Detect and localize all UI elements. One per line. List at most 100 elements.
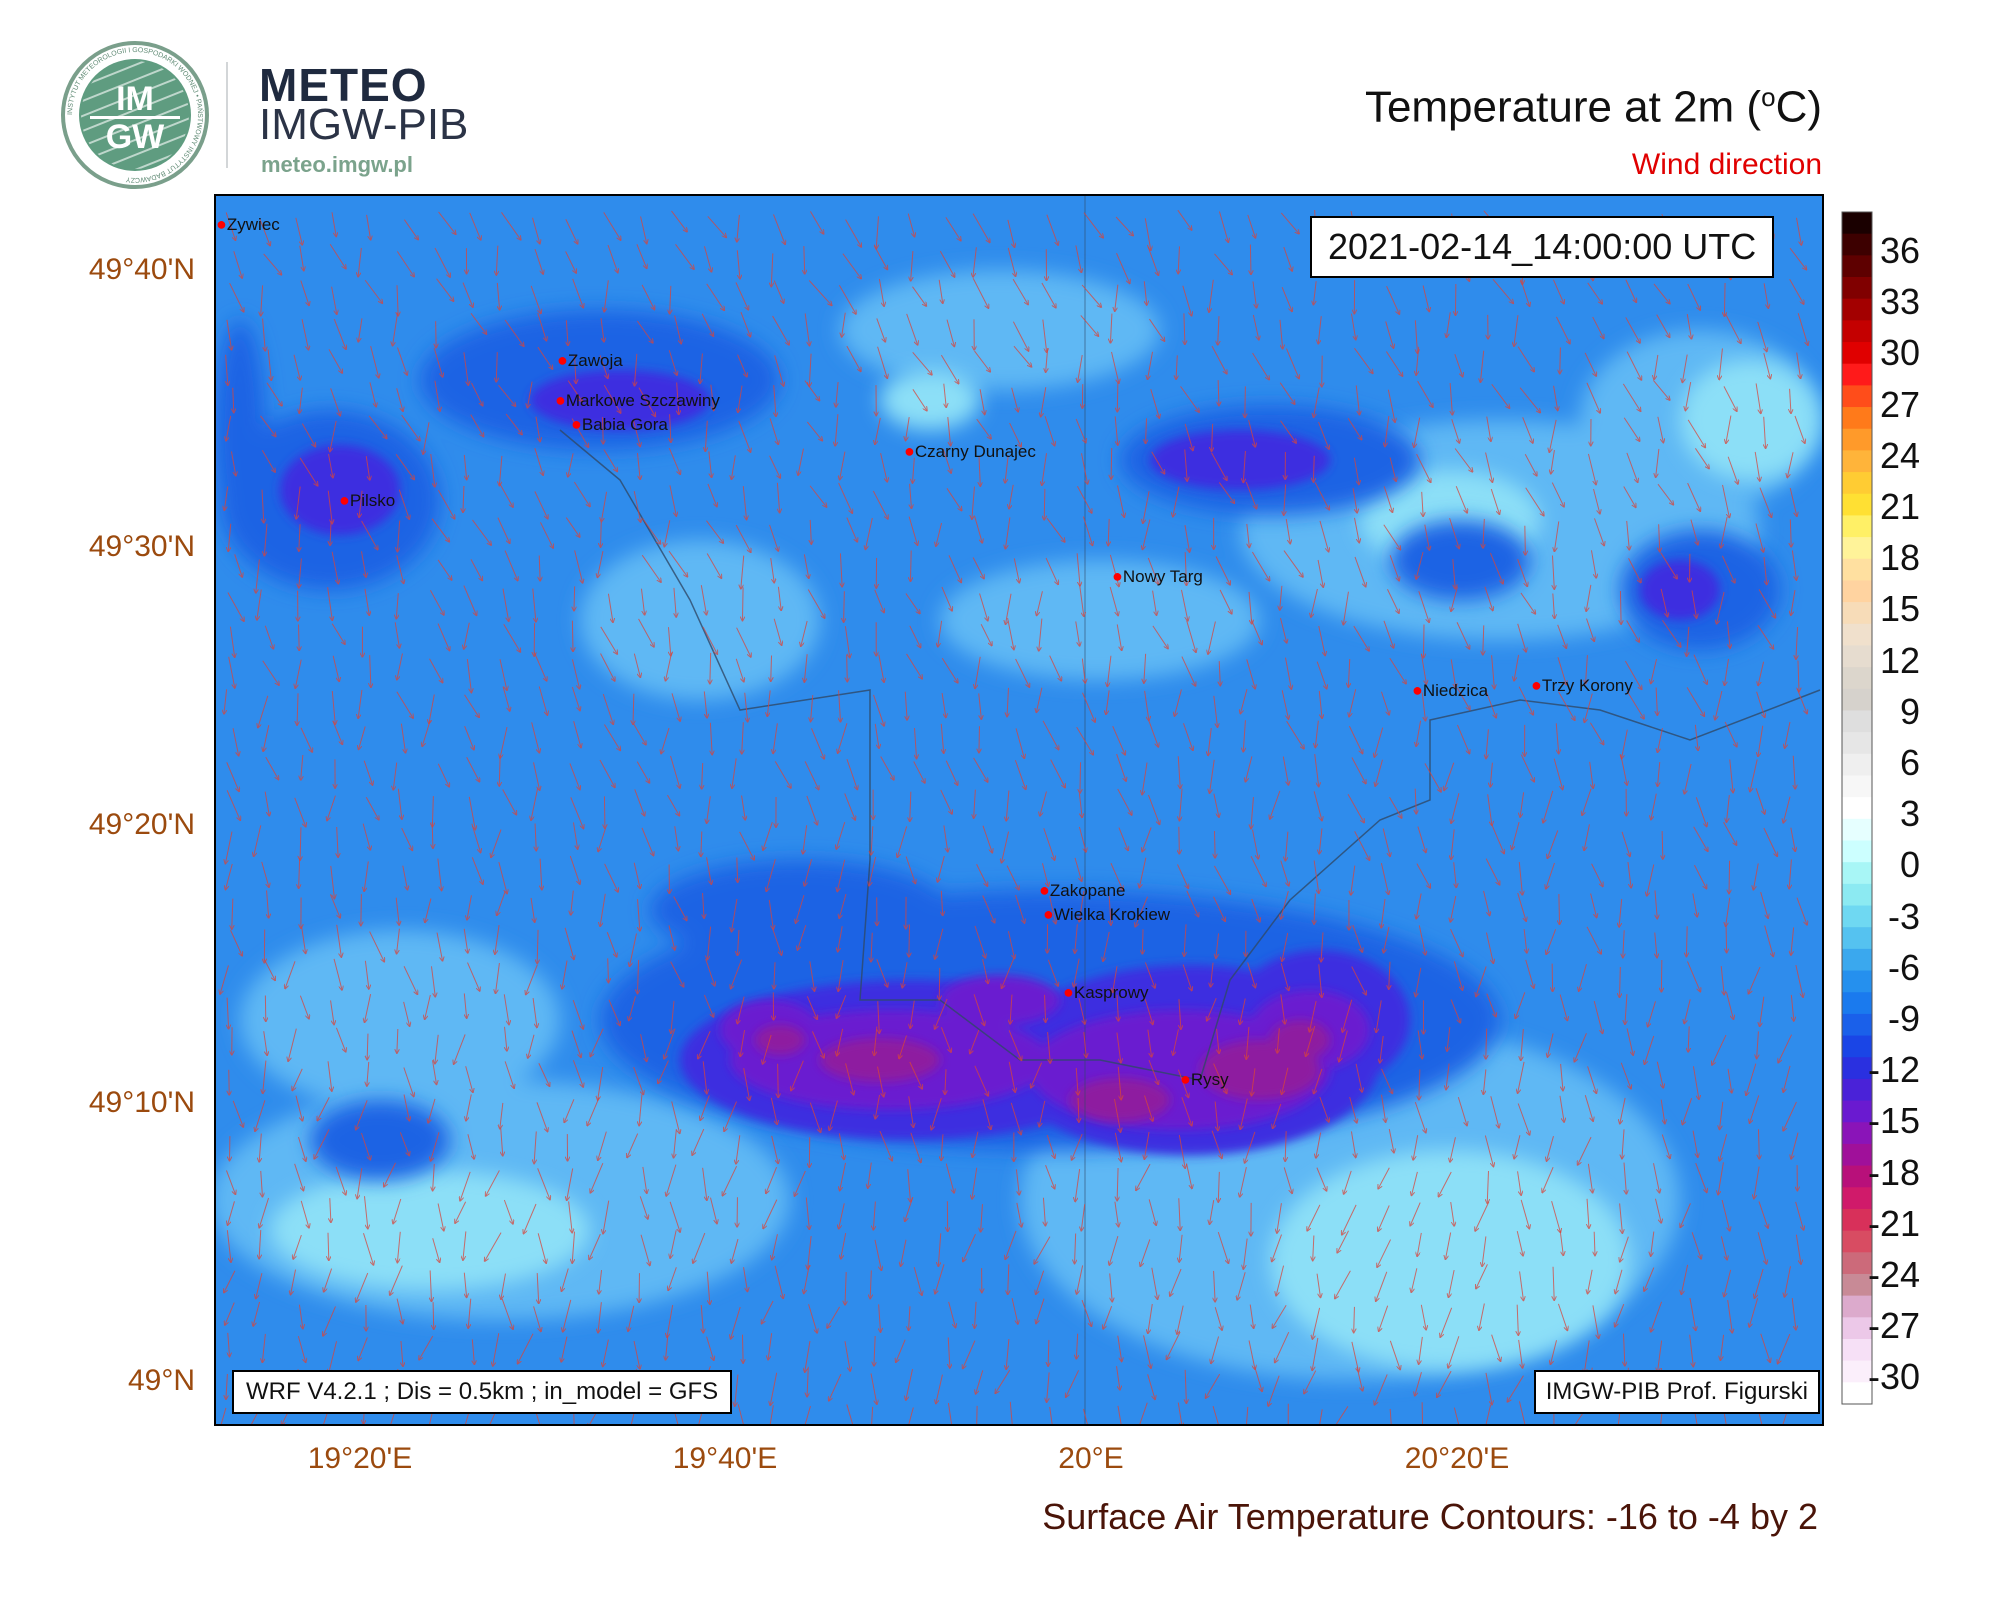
- wind-arrow: [607, 593, 613, 623]
- colorbar-label: -18: [1867, 1151, 1920, 1193]
- wind-arrow: [332, 655, 339, 682]
- wind-arrow: [1280, 617, 1286, 643]
- wind-arrow: [1750, 759, 1758, 791]
- wind-arrow: [301, 754, 303, 780]
- city-markowe-szczawiny[interactable]: ●Markowe Szczawiny: [555, 390, 720, 410]
- wind-arrow: [1686, 687, 1704, 716]
- brand-url[interactable]: meteo.imgw.pl: [261, 152, 413, 177]
- wind-arrow: [708, 451, 712, 477]
- wind-arrow: [1250, 244, 1251, 275]
- wind-arrow: [368, 415, 387, 439]
- wind-arrow: [1041, 282, 1056, 308]
- wind-arrow: [603, 212, 621, 240]
- wind-arrow: [1046, 214, 1058, 246]
- wind-arrow: [234, 554, 243, 577]
- wind-arrow: [915, 727, 917, 759]
- wind-arrow: [1660, 588, 1668, 617]
- city-nowy-targ[interactable]: ●Nowy Targ: [1112, 566, 1203, 586]
- wind-arrow: [878, 278, 884, 307]
- city-rysy[interactable]: ●Rysy: [1180, 1069, 1229, 1089]
- wind-arrow: [604, 280, 609, 312]
- wind-arrow: [732, 758, 737, 788]
- wind-arrow: [1549, 419, 1557, 453]
- wind-arrow: [710, 384, 714, 411]
- wind-arrow: [634, 789, 645, 816]
- city-czarny-dunajec[interactable]: ●Czarny Dunajec: [904, 441, 1036, 461]
- wind-arrow: [299, 558, 302, 588]
- wind-arrow: [1213, 793, 1219, 818]
- wind-arrow: [1796, 688, 1807, 714]
- wind-arrow: [535, 416, 540, 442]
- wind-arrow: [1389, 796, 1402, 818]
- colorbar-label: -3: [1887, 895, 1920, 937]
- wind-arrow: [1173, 486, 1180, 517]
- wind-arrow: [938, 279, 943, 304]
- wind-arrow: [1076, 726, 1094, 755]
- wind-arrow: [330, 388, 341, 416]
- wind-arrow: [767, 690, 771, 716]
- wind-arrow: [1179, 826, 1180, 854]
- wind-arrow: [665, 652, 673, 681]
- wind-arrow: [1044, 416, 1055, 446]
- colorbar-label: 33: [1879, 281, 1920, 323]
- wind-arrow: [573, 481, 590, 507]
- wind-arrow: [773, 723, 778, 753]
- city-zakopane[interactable]: ●Zakopane: [1039, 880, 1126, 900]
- wind-arrow: [1758, 661, 1765, 686]
- city-zywiec[interactable]: ●Zywiec: [216, 214, 280, 234]
- wind-arrow: [633, 491, 640, 522]
- city-wielka-krokiew[interactable]: ●Wielka Krokiew: [1043, 904, 1171, 924]
- city-babia-gora[interactable]: ●Babia Gora: [571, 414, 668, 434]
- wind-arrow: [538, 686, 547, 716]
- wind-arrow: [226, 354, 228, 386]
- wind-arrow: [1717, 591, 1725, 624]
- wind-arrow: [1243, 450, 1245, 483]
- wind-arrow: [233, 251, 242, 278]
- wind-arrow: [497, 517, 510, 544]
- city-trzy-korony[interactable]: ●Trzy Korony: [1531, 675, 1633, 695]
- wind-arrow: [1484, 586, 1493, 611]
- wind-arrow: [1349, 689, 1357, 717]
- wind-arrow: [1656, 314, 1670, 338]
- wind-arrow: [267, 349, 271, 380]
- wind-arrow: [769, 455, 781, 479]
- wind-arrow: [1626, 690, 1644, 719]
- wind-arrow: [1525, 525, 1526, 555]
- city-kasprowy[interactable]: ●Kasprowy: [1063, 982, 1149, 1002]
- wind-arrow: [295, 217, 303, 245]
- wind-arrow: [668, 350, 677, 375]
- wind-arrow: [364, 588, 369, 616]
- city-niedzica[interactable]: ●Niedzica: [1412, 680, 1489, 700]
- wind-arrow: [1281, 287, 1292, 312]
- wind-arrow: [941, 586, 952, 611]
- wind-arrow: [1211, 345, 1227, 374]
- wind-arrow: [365, 796, 379, 820]
- colorbar-label: 18: [1879, 537, 1920, 579]
- wind-arrow: [1080, 315, 1099, 336]
- wind-arrow: [574, 550, 583, 583]
- wind-arrow: [1007, 687, 1008, 717]
- wind-arrow: [844, 626, 849, 658]
- wind-arrow: [601, 491, 608, 522]
- wind-arrow: [1687, 283, 1700, 310]
- city-pilsko[interactable]: ●Pilsko: [339, 490, 396, 510]
- wind-arrow: [877, 346, 888, 379]
- wind-arrow: [1684, 763, 1692, 794]
- wind-arrow: [1486, 416, 1491, 442]
- wind-arrow: [1726, 415, 1732, 444]
- wind-arrow: [1279, 319, 1283, 349]
- wind-arrow: [1107, 655, 1112, 687]
- wind-arrow: [1797, 313, 1808, 345]
- wind-arrow: [972, 557, 984, 578]
- wind-arrow: [1424, 763, 1441, 792]
- wind-arrow: [1280, 420, 1297, 444]
- wind-arrow: [533, 652, 546, 681]
- wind-arrow: [429, 694, 435, 724]
- wind-arrow: [1316, 661, 1327, 689]
- wind-arrow: [1653, 283, 1670, 304]
- city-zawoja[interactable]: ●Zawoja: [557, 350, 623, 370]
- wind-arrow: [772, 315, 790, 345]
- wind-arrow: [1177, 209, 1192, 230]
- wind-arrow: [1790, 388, 1791, 414]
- wind-arrow: [1758, 725, 1764, 757]
